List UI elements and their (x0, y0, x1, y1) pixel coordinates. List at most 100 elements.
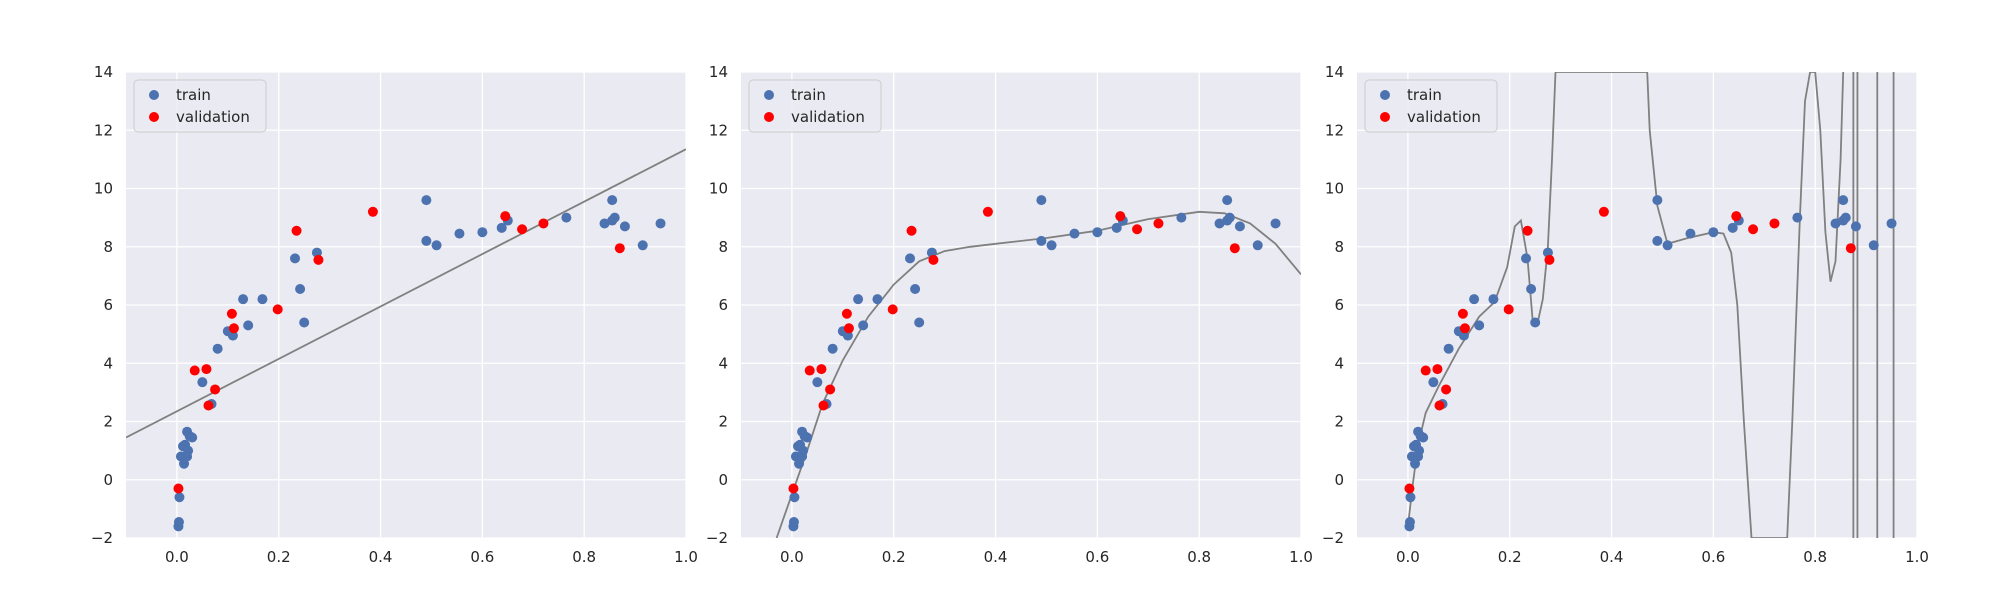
validation-point (500, 211, 511, 222)
validation-point (788, 483, 799, 494)
plot-content (1404, 72, 1897, 538)
train-point (1428, 377, 1439, 388)
train-point (609, 212, 620, 223)
train-point (1404, 516, 1415, 527)
panel-3: 0.0 0.2 0.4 0.6 0.8 1.0 −2 0 2 4 6 8 10 12 14 train vali… (1322, 63, 1929, 566)
train-point (290, 253, 301, 264)
validation-point (841, 308, 852, 319)
train-point (905, 253, 916, 264)
validation-point (825, 384, 836, 395)
train-point (1418, 432, 1429, 443)
validation-point (816, 364, 827, 375)
train-point (183, 445, 194, 456)
legend-box (1364, 79, 1498, 133)
validation-point (818, 400, 829, 411)
validation-point (1132, 224, 1143, 235)
train-point (637, 240, 648, 251)
train-point (1469, 294, 1480, 305)
legend-marker-validation (149, 112, 159, 122)
y-tick-label: 14 (709, 63, 728, 81)
train-point (1222, 195, 1233, 206)
y-tick-label: 0 (1334, 471, 1344, 489)
train-point (1252, 240, 1263, 251)
legend-marker-train (149, 90, 159, 100)
train-point (599, 218, 610, 229)
x-tick-label: 0.0 (780, 548, 804, 566)
train-point (789, 492, 800, 503)
train-point (238, 294, 249, 305)
panel-1: 0.0 0.2 0.4 0.6 0.8 1.0 −2 0 2 4 6 8 10 12 14 train vali… (91, 63, 698, 566)
validation-point (1845, 243, 1856, 254)
train-point (1708, 227, 1719, 238)
train-point (1224, 212, 1235, 223)
x-tick-label: 0.6 (1085, 548, 1109, 566)
validation-point (1153, 218, 1164, 229)
y-tick-label: 2 (103, 413, 113, 431)
x-tick-label: 0.2 (882, 548, 906, 566)
x-tick-label: 0.6 (1701, 548, 1725, 566)
train-point (187, 432, 198, 443)
train-point (1474, 320, 1485, 331)
x-tick-label: 0.0 (165, 548, 189, 566)
validation-point (1432, 364, 1443, 375)
train-point (1830, 218, 1841, 229)
legend-box (748, 79, 882, 133)
validation-point (1404, 483, 1415, 494)
train-point (1521, 253, 1532, 264)
y-tick-label: 4 (718, 354, 728, 372)
train-point (842, 330, 853, 341)
x-tick-label: 0.6 (470, 548, 494, 566)
train-point (257, 294, 268, 305)
legend-label-train: train (791, 86, 826, 104)
train-point (812, 377, 823, 388)
legend-marker-validation (1380, 112, 1390, 122)
validation-point (1229, 243, 1240, 254)
validation-point (517, 224, 528, 235)
y-tick-label: 4 (1334, 354, 1344, 372)
x-tick-label: 0.4 (1600, 548, 1624, 566)
train-point (802, 432, 813, 443)
validation-point (189, 365, 200, 376)
train-point (1886, 218, 1897, 229)
validation-point (291, 225, 302, 236)
validation-point (201, 364, 212, 375)
train-point (619, 221, 630, 232)
validation-point (538, 218, 549, 229)
x-tick-label: 1.0 (1905, 548, 1929, 566)
validation-point (226, 308, 237, 319)
validation-point (804, 365, 815, 376)
validation-point (1748, 224, 1759, 235)
validation-point (1731, 211, 1742, 222)
train-point (1111, 222, 1122, 233)
train-point (798, 445, 809, 456)
validation-point (1420, 365, 1431, 376)
train-point (174, 492, 185, 503)
train-point (299, 317, 310, 328)
plot-content (126, 148, 686, 532)
train-point (1458, 330, 1469, 341)
train-point (910, 283, 921, 294)
x-tick-label: 0.8 (1803, 548, 1827, 566)
train-point (1443, 343, 1454, 354)
train-point (1652, 235, 1663, 246)
validation-point (906, 225, 917, 236)
validation-point (1522, 225, 1533, 236)
legend-label-validation: validation (1407, 108, 1481, 126)
y-tick-label: −2 (91, 529, 113, 547)
y-tick-label: 0 (103, 471, 113, 489)
validation-point (367, 206, 378, 217)
train-point (1092, 227, 1103, 238)
legend-label-validation: validation (791, 108, 865, 126)
y-tick-label: 10 (94, 180, 113, 198)
train-point (1036, 195, 1047, 206)
validation-point (1544, 254, 1555, 265)
legend-marker-train (1380, 90, 1390, 100)
train-point (421, 195, 432, 206)
train-point (1414, 445, 1425, 456)
train-point (454, 228, 465, 239)
train-point (1868, 240, 1879, 251)
y-tick-label: −2 (706, 529, 728, 547)
train-point (1405, 492, 1416, 503)
legend: train validation (1364, 79, 1498, 133)
